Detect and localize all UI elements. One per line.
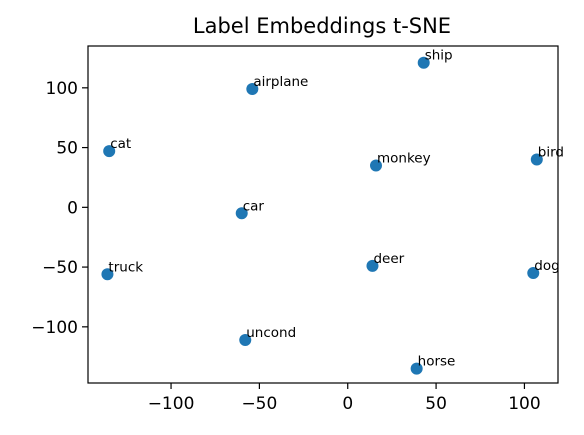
point-label: cat: [110, 136, 131, 152]
y-tick-label: 50: [56, 139, 78, 159]
y-tick-label: 100: [46, 79, 78, 99]
data-point: [370, 159, 383, 172]
data-point: [417, 56, 430, 69]
point-label: car: [243, 198, 265, 214]
data-point: [103, 145, 116, 158]
x-tick-label: 0: [342, 394, 353, 414]
data-point: [527, 267, 540, 280]
data-point: [239, 333, 252, 346]
point-label: ship: [425, 48, 453, 64]
data-point: [246, 83, 259, 96]
x-tick-label: 50: [425, 394, 447, 414]
point-label: monkey: [377, 151, 431, 167]
plot-area: −100 −50 0 50 100 100 50 0 −50 −100 airplane ship ca…: [31, 45, 564, 414]
x-tick-label: 100: [508, 394, 540, 414]
data-point: [530, 153, 543, 166]
point-label: dog: [534, 258, 559, 274]
plot-frame: [87, 45, 559, 384]
data-point: [235, 207, 248, 220]
y-tick-label: −50: [42, 258, 78, 278]
point-label: uncond: [246, 325, 296, 341]
x-tick-label: −100: [148, 394, 195, 414]
point-label: horse: [418, 354, 456, 370]
y-tick-label: −100: [31, 318, 78, 338]
chart-title: Label Embeddings t-SNE: [193, 14, 451, 38]
data-point: [366, 259, 379, 272]
data-point: [410, 362, 423, 375]
x-tick-label: −50: [241, 394, 277, 414]
point-label: airplane: [253, 74, 308, 90]
point-label: bird: [538, 145, 564, 161]
point-label: truck: [108, 259, 143, 275]
y-tick-label: 0: [67, 198, 78, 218]
data-point: [101, 268, 114, 281]
point-label: deer: [373, 251, 404, 267]
